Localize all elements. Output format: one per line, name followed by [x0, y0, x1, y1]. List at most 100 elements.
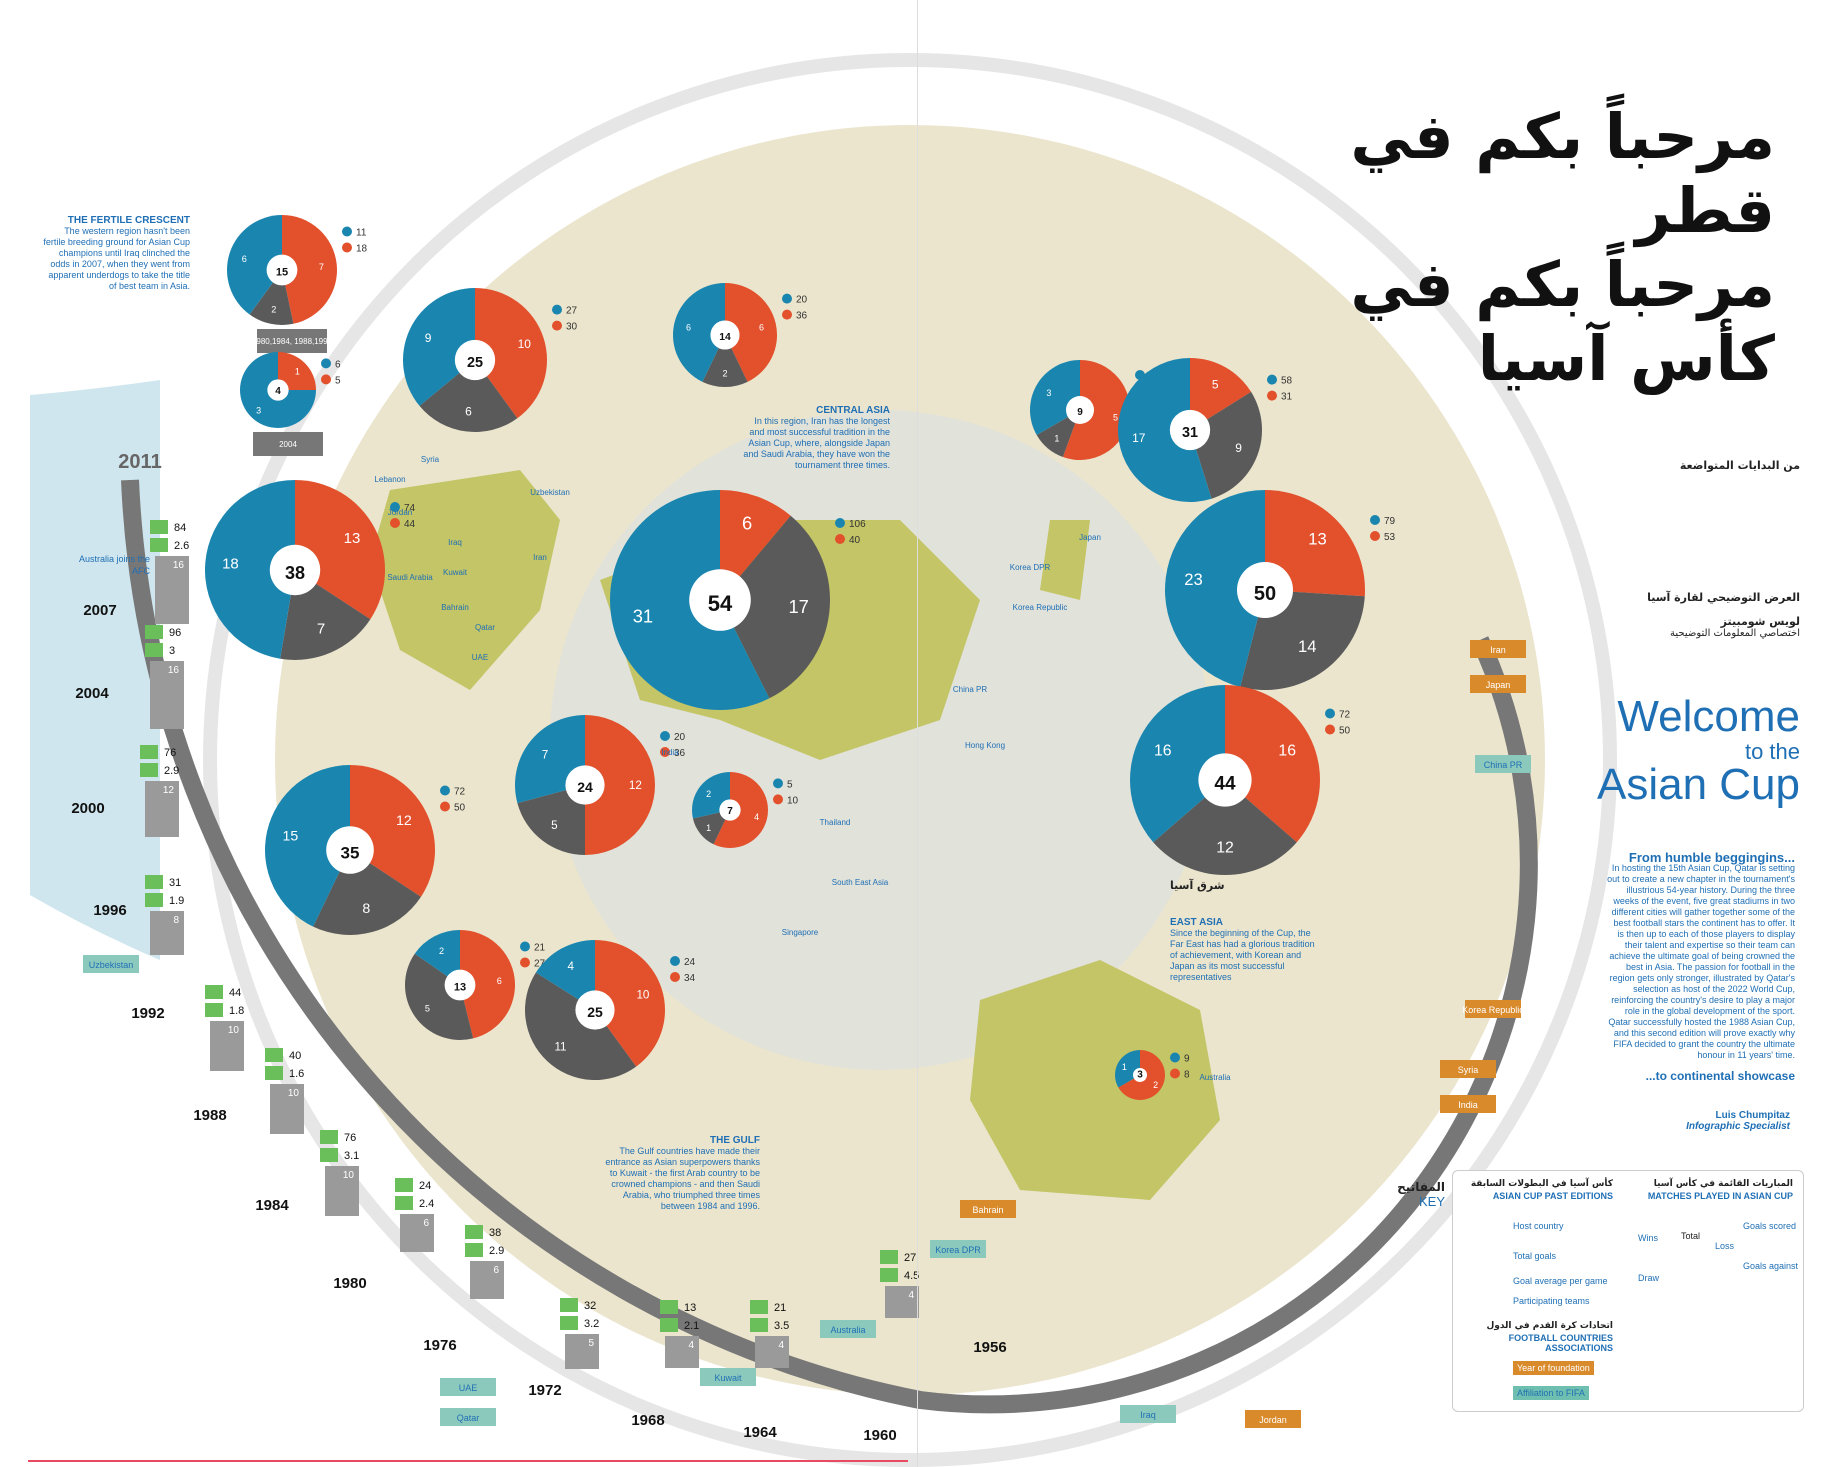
host-label-box: [1475, 755, 1531, 773]
pie-slice-label: 2: [271, 305, 276, 315]
key-title-ar: المفاتيح: [1397, 1180, 1445, 1194]
goals-icon: [465, 1225, 483, 1239]
pie-slice-label: 5: [1212, 378, 1219, 392]
goals-against-icon: [1325, 724, 1335, 735]
pie-center: [444, 969, 476, 1001]
goals-against: 36: [796, 311, 808, 322]
gulf-heading: THE GULF: [710, 1135, 760, 1146]
goals-against-icon: [342, 242, 352, 253]
teams-count: 6: [423, 1218, 429, 1229]
host-label-box: [1440, 1060, 1496, 1078]
pie-total: 44: [1214, 774, 1236, 795]
year-label: 1968: [631, 1412, 664, 1429]
pie-center: [1237, 562, 1293, 618]
intro-body: In hosting the 15th Asian Cup, Qatar is …: [1607, 863, 1795, 1060]
goals-against-icon: [835, 534, 845, 544]
welcome-title: Welcome to the Asian Cup: [1580, 695, 1800, 807]
pie-slice-win: [585, 715, 655, 855]
pie-center: [266, 254, 298, 286]
page-fold: [917, 0, 918, 1467]
edition-stat: 132.14: [660, 1300, 699, 1368]
teams-count: 4: [778, 1340, 784, 1351]
teams-count: 16: [173, 560, 185, 571]
years-won: 1980,1984, 1988,1996: [252, 337, 333, 346]
pie-slice-win: [1062, 360, 1131, 460]
pie-slice-label: 6: [742, 513, 752, 534]
total-goals: 38: [489, 1227, 501, 1239]
edition-stat: 84 2.6 16: [150, 520, 189, 624]
pie-slice-draw: [1190, 391, 1262, 499]
pie-slice-label: 16: [1154, 743, 1172, 760]
credit-block: Luis Chumpitaz Infographic Specialist: [1680, 1110, 1790, 1132]
year-label: 1960: [863, 1427, 896, 1444]
credit-name: Luis Chumpitaz: [1715, 1110, 1790, 1121]
pie-slice-win: [475, 288, 548, 419]
pie-total: 31: [1182, 425, 1198, 441]
pie-total: 7: [727, 806, 733, 817]
gulf-block: THE GULF The Gulf countries have made th…: [600, 1135, 760, 1212]
pie-slice-label: 13: [1308, 530, 1327, 549]
goals-scored-icon: [342, 226, 352, 237]
host-label-text: Korea DPR: [935, 1245, 981, 1255]
pie-center: [575, 990, 615, 1030]
east-asia-block: شرق آسيا EAST ASIA Since the beginning o…: [1170, 880, 1320, 983]
intro-footer: ...to continental showcase: [1645, 1069, 1795, 1083]
fertile-heading: THE FERTILE CRESCENT: [67, 215, 190, 226]
goal-average: 4.5: [904, 1270, 919, 1282]
arabic-title-line-1: مرحباً بكم في قطر: [1350, 100, 1775, 247]
host-label: UAE: [440, 1378, 496, 1396]
timeline-arc: [121, 479, 1538, 1414]
pie-slice-win: [725, 283, 777, 382]
pie-total: 35: [341, 844, 360, 863]
avg-icon: [660, 1318, 678, 1332]
pie-chart: 5 9 17 31 58 31: [1118, 358, 1293, 503]
teams-bar: [665, 1336, 699, 1368]
goals-against: 8: [1184, 1070, 1190, 1081]
edition-stat: 311.98: [145, 875, 184, 955]
teams-bar: [755, 1336, 789, 1368]
host-label-text: India: [1458, 1100, 1478, 1110]
host-label-box: [960, 1200, 1016, 1218]
total-goals: 13: [684, 1302, 696, 1314]
pie-slice-label: 14: [1298, 637, 1317, 656]
goals-against-icon: [1370, 531, 1380, 541]
goals-scored: 21: [534, 943, 546, 954]
host-label-box: [1470, 675, 1526, 693]
year-label: 2007: [83, 602, 116, 619]
edition-stat: 382.96: [465, 1225, 504, 1299]
goals-scored: 72: [1339, 710, 1351, 721]
avg-icon: [880, 1268, 898, 1282]
pie-slice-label: 6: [497, 976, 502, 986]
total-goals: 96: [169, 627, 181, 639]
pie-slice-loss: [227, 215, 282, 315]
goals-scored: 74: [404, 503, 416, 514]
welcome-line-3: Asian Cup: [1596, 760, 1800, 809]
host-label-box: [930, 1240, 986, 1258]
pie-chart: 12 5 7 24 20 36: [515, 715, 686, 855]
pie-slice-label: 13: [344, 530, 361, 547]
pie-center: [267, 379, 289, 401]
pie-slice-label: 6: [242, 254, 247, 264]
pie-slice-draw: [404, 953, 474, 1041]
pie-slice-label: 23: [1184, 570, 1203, 589]
edition-stats: 842.61696316762.912311.98441.810401.6107…: [140, 520, 919, 1369]
host-label: Bahrain: [960, 1200, 1016, 1218]
pie-center: [565, 765, 605, 805]
pie-slice-loss: [265, 765, 350, 927]
land-middle-east: [370, 470, 560, 690]
pie-center: [269, 544, 321, 596]
edition-stat: 274.54: [880, 1250, 919, 1318]
goals-against: 5: [335, 375, 341, 386]
goal-average: 3.5: [774, 1320, 789, 1332]
goal-average: 3.1: [344, 1150, 359, 1162]
total-goals: 31: [169, 877, 181, 889]
edition-stat: 40 1.6 10: [265, 1048, 304, 1134]
pie-slice-label: 12: [629, 779, 642, 792]
goals-icon: [560, 1298, 578, 1312]
goals-against: 36: [674, 748, 686, 759]
east-heading: EAST ASIA: [1170, 917, 1223, 928]
total-goals: 27: [904, 1252, 916, 1264]
map-label: Saudi Arabia: [387, 573, 433, 582]
edition-stat: 44 1.8 10: [205, 985, 244, 1071]
